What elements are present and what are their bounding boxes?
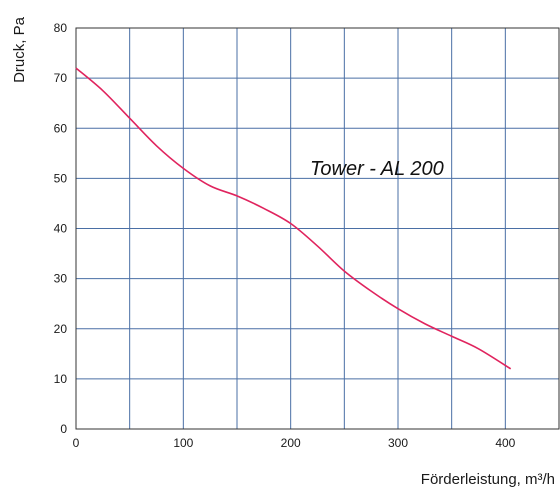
x-tick-label: 300 (388, 436, 408, 450)
tick-labels: 0 100 200 300 400 0 10 20 30 40 50 60 70 80 (54, 21, 516, 450)
x-tick-label: 0 (73, 436, 80, 450)
chart-grid (76, 28, 559, 429)
y-tick-label: 50 (54, 171, 68, 185)
x-tick-label: 100 (173, 436, 193, 450)
y-tick-label: 60 (54, 121, 68, 135)
y-tick-label: 40 (54, 222, 68, 236)
y-tick-label: 30 (54, 272, 68, 286)
x-tick-label: 400 (495, 436, 515, 450)
series-line (75, 67, 512, 370)
y-tick-label: 20 (54, 322, 68, 336)
plot-frame (75, 27, 560, 430)
x-axis-label: Förderleistung, m³/h (421, 471, 555, 488)
curve-annotation: Tower - AL 200 (310, 158, 444, 180)
y-tick-label: 10 (54, 372, 68, 386)
x-tick-label: 200 (281, 436, 301, 450)
y-tick-label: 80 (54, 21, 68, 35)
y-axis-label: Druck, Pa (11, 16, 28, 83)
y-tick-label: 70 (54, 71, 68, 85)
y-tick-label: 0 (60, 422, 67, 436)
